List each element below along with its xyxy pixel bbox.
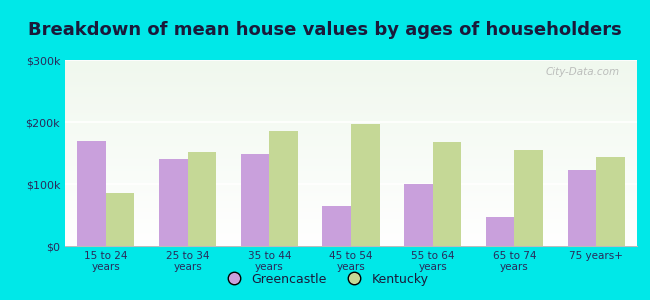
Bar — [322, 206, 351, 246]
Bar — [351, 124, 380, 246]
Bar — [567, 170, 596, 246]
Bar — [159, 159, 188, 246]
Bar — [240, 154, 269, 246]
Text: Breakdown of mean house values by ages of householders: Breakdown of mean house values by ages o… — [28, 21, 622, 39]
Bar — [106, 193, 135, 246]
Bar — [433, 142, 462, 246]
Bar — [188, 152, 216, 246]
Legend: Greencastle, Kentucky: Greencastle, Kentucky — [216, 268, 434, 291]
Bar — [77, 141, 106, 246]
Bar — [269, 131, 298, 246]
Bar — [596, 157, 625, 246]
Text: City-Data.com: City-Data.com — [546, 68, 620, 77]
Bar — [404, 184, 433, 246]
Bar — [514, 150, 543, 246]
Bar — [486, 217, 514, 246]
